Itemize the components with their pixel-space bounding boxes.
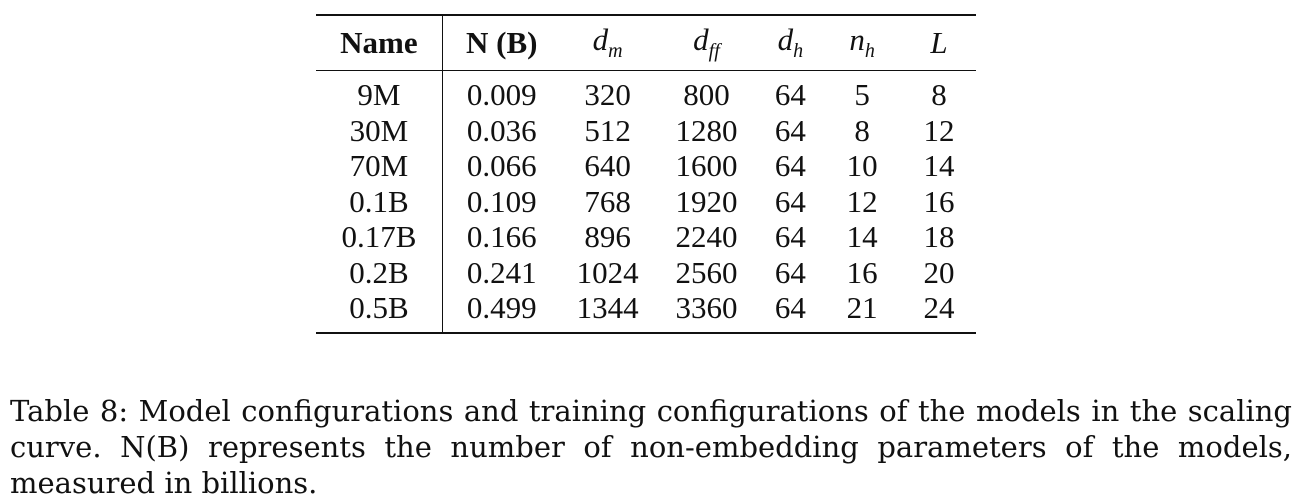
cell-name: 70M: [316, 148, 443, 184]
cell-l: 18: [923, 219, 955, 254]
cell-l: 8: [931, 77, 947, 112]
cell-d-h: 64: [774, 148, 806, 183]
header-name: Name: [316, 15, 443, 71]
cell-d-ff: 1280: [675, 112, 738, 148]
cell-d-ff: 800: [683, 77, 730, 112]
cell-l: 20: [923, 254, 955, 290]
cell-name: 9M: [316, 70, 443, 113]
table-row: 9M 0.009 320 800 64 5 8: [316, 70, 976, 113]
model-config-table-container: Name N (B) dm dff dh nh L 9M 0.009 320 8…: [316, 14, 976, 334]
cell-d-ff: 1600: [675, 148, 738, 183]
table-row: 0.17B 0.166 896 2240 64 14 18: [316, 219, 976, 255]
cell-d-ff: 3360: [675, 290, 738, 325]
cell-d-m: 512: [584, 112, 631, 148]
header-d-h: dh: [777, 22, 804, 63]
cell-d-m: 768: [584, 183, 631, 219]
cell-d-m: 640: [584, 148, 631, 183]
cell-d-m: 1344: [576, 290, 639, 325]
cell-n-b: 0.241: [466, 254, 537, 290]
cell-d-ff: 2560: [675, 254, 738, 290]
cell-n-b: 0.499: [466, 290, 537, 325]
table-body: 9M 0.009 320 800 64 5 8 30M 0.036 512 12…: [316, 70, 976, 333]
header-d-ff: dff: [693, 22, 720, 63]
cell-l: 24: [923, 290, 955, 325]
cell-d-h: 64: [774, 254, 806, 290]
cell-d-h: 64: [774, 112, 806, 148]
cell-name: 0.1B: [316, 183, 443, 219]
cell-d-m: 896: [584, 219, 631, 254]
table-row: 0.1B 0.109 768 1920 64 12 16: [316, 183, 976, 219]
cell-n-b: 0.166: [466, 219, 537, 254]
cell-n-b: 0.009: [466, 77, 537, 112]
table-row: 0.2B 0.241 1024 2560 64 16 20: [316, 254, 976, 290]
header-n-b: N (B): [466, 25, 538, 60]
cell-name: 30M: [316, 112, 443, 148]
cell-d-m: 1024: [576, 254, 639, 290]
cell-name: 0.5B: [316, 290, 443, 333]
cell-n-h: 10: [846, 148, 878, 183]
cell-n-b: 0.036: [466, 112, 537, 148]
cell-n-h: 5: [854, 77, 870, 112]
cell-d-h: 64: [774, 77, 806, 112]
cell-n-h: 14: [846, 219, 878, 254]
cell-d-h: 64: [774, 290, 806, 325]
cell-n-h: 8: [854, 112, 870, 148]
cell-name: 0.2B: [316, 254, 443, 290]
header-l: L: [930, 25, 948, 60]
table-header-row: Name N (B) dm dff dh nh L: [316, 15, 976, 71]
table-row: 30M 0.036 512 1280 64 8 12: [316, 112, 976, 148]
header-d-m: dm: [592, 22, 623, 63]
model-config-table: Name N (B) dm dff dh nh L 9M 0.009 320 8…: [316, 14, 976, 334]
cell-d-h: 64: [774, 183, 806, 219]
cell-l: 12: [923, 112, 955, 148]
cell-n-h: 21: [846, 290, 878, 325]
table-caption: Table 8: Model configurations and traini…: [10, 394, 1292, 500]
cell-n-b: 0.066: [466, 148, 537, 183]
cell-l: 14: [923, 148, 955, 183]
cell-d-ff: 1920: [675, 183, 738, 219]
cell-d-m: 320: [584, 77, 631, 112]
cell-l: 16: [923, 183, 955, 219]
cell-n-h: 12: [846, 183, 878, 219]
cell-d-h: 64: [774, 219, 806, 254]
cell-n-h: 16: [846, 254, 878, 290]
table-row: 70M 0.066 640 1600 64 10 14: [316, 148, 976, 184]
cell-name: 0.17B: [316, 219, 443, 255]
table-row: 0.5B 0.499 1344 3360 64 21 24: [316, 290, 976, 333]
cell-d-ff: 2240: [675, 219, 738, 254]
cell-n-b: 0.109: [466, 183, 537, 219]
header-n-h: nh: [849, 22, 875, 63]
